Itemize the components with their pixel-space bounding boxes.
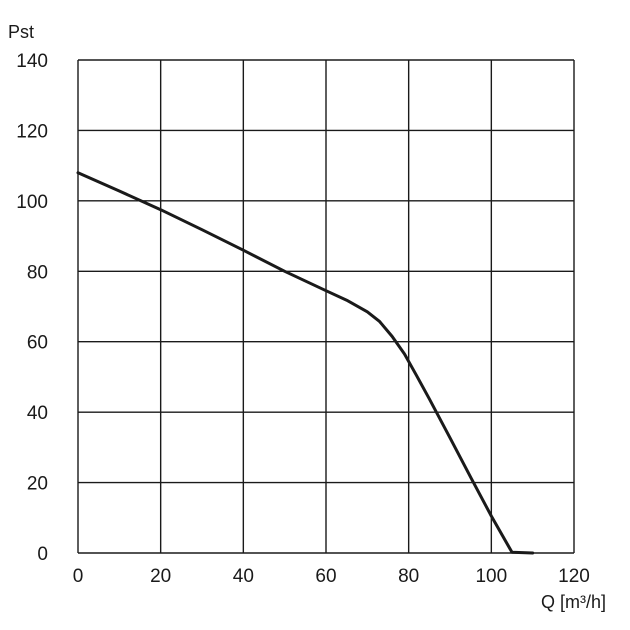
x-tick-label: 80 xyxy=(398,566,419,587)
x-tick-label: 60 xyxy=(315,566,336,587)
x-tick-label: 100 xyxy=(475,566,507,587)
y-axis-label: Pst xyxy=(8,22,34,42)
y-tick-label: 120 xyxy=(16,121,48,142)
x-tick-label: 40 xyxy=(233,566,254,587)
x-axis-label: Q [m³/h] xyxy=(541,592,606,612)
y-tick-label: 40 xyxy=(27,403,48,424)
y-tick-label: 140 xyxy=(16,51,48,72)
y-tick-label: 0 xyxy=(37,544,48,565)
chart-tick-labels: 0 20 40 60 80 100 120 0 20 40 60 80 100 120 140 xyxy=(16,51,590,587)
y-tick-label: 100 xyxy=(16,192,48,213)
y-tick-label: 60 xyxy=(27,333,48,354)
x-tick-label: 0 xyxy=(73,566,84,587)
x-tick-label: 20 xyxy=(150,566,171,587)
chart-grid xyxy=(77,59,575,554)
series-line xyxy=(76,171,535,555)
y-tick-label: 20 xyxy=(27,474,48,495)
x-tick-label: 120 xyxy=(558,566,590,587)
chart-series-group xyxy=(76,171,535,555)
y-tick-label: 80 xyxy=(27,262,48,283)
